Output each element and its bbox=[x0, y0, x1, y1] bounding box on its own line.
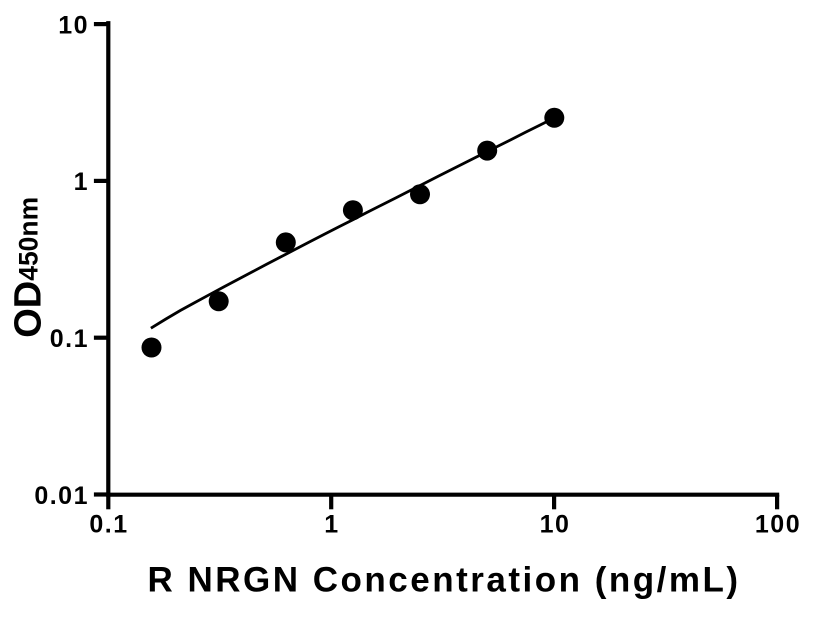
svg-text:10: 10 bbox=[540, 510, 571, 538]
svg-text:10: 10 bbox=[58, 11, 89, 39]
svg-text:100: 100 bbox=[755, 510, 801, 538]
svg-text:0.1: 0.1 bbox=[89, 510, 128, 538]
svg-text:0.01: 0.01 bbox=[34, 482, 89, 510]
svg-text:1: 1 bbox=[324, 510, 339, 538]
svg-text:R NRGN Concentration (ng/mL): R NRGN Concentration (ng/mL) bbox=[147, 561, 740, 600]
svg-text:OD450nm: OD450nm bbox=[8, 197, 50, 338]
svg-text:1: 1 bbox=[74, 168, 89, 196]
svg-text:0.1: 0.1 bbox=[50, 325, 89, 353]
